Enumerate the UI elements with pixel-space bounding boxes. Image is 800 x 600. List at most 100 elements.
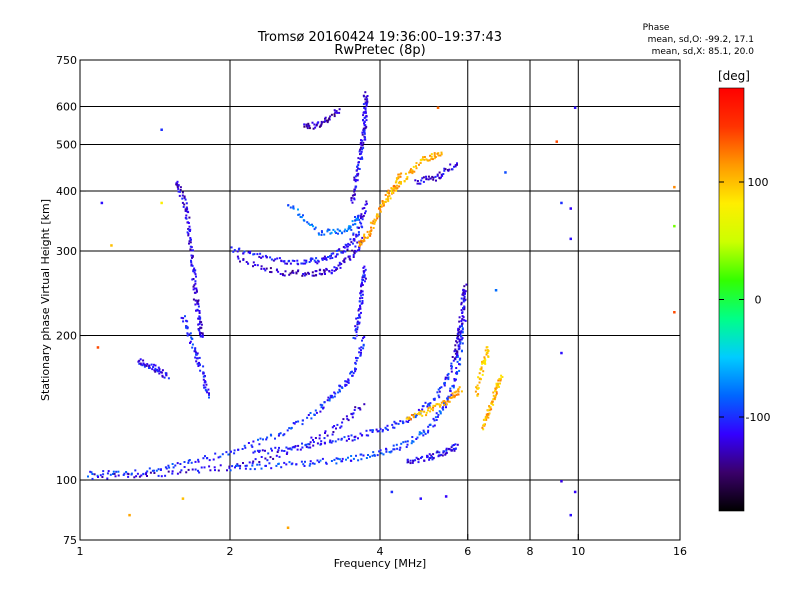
echo-point [251, 464, 254, 467]
echo-point [283, 433, 286, 436]
echo-point [198, 356, 201, 359]
echo-point [451, 396, 454, 399]
echo-point [385, 450, 388, 453]
echo-point [356, 179, 359, 182]
echo-point [130, 473, 133, 476]
echo-point [569, 207, 572, 210]
y-tick-label: 750 [56, 54, 77, 67]
echo-point [239, 260, 241, 263]
echo-point [320, 273, 323, 276]
echo-point [455, 393, 458, 396]
echo-point [197, 323, 200, 326]
echo-point [339, 266, 342, 269]
echo-point [314, 226, 317, 229]
echo-point [447, 378, 450, 381]
echo-point [458, 320, 461, 323]
echo-point [308, 127, 311, 130]
echo-point [318, 434, 321, 437]
echo-point [371, 431, 374, 433]
echo-point [484, 362, 487, 365]
echo-point [136, 472, 139, 475]
echo-point [202, 372, 205, 375]
echo-point [380, 205, 383, 208]
echo-point [492, 394, 495, 397]
echo-point [146, 470, 149, 473]
echo-point [276, 451, 279, 453]
echo-point [192, 278, 195, 280]
echo-point [364, 91, 367, 94]
echo-point [410, 414, 413, 416]
echo-point [239, 467, 241, 470]
echo-point [461, 322, 464, 325]
echo-point [445, 452, 447, 455]
echo-point [153, 469, 155, 472]
echo-point [363, 238, 365, 241]
echo-point [348, 257, 351, 260]
echo-point [378, 430, 381, 433]
echo-point [193, 267, 196, 270]
echo-point [493, 397, 496, 400]
echo-point [385, 198, 388, 201]
echo-point [421, 177, 424, 180]
echo-point [352, 336, 355, 339]
echo-point [230, 246, 233, 249]
echo-point [287, 447, 290, 450]
echo-point [187, 234, 190, 237]
echo-point [167, 470, 170, 473]
echo-point [262, 438, 264, 441]
echo-point [447, 376, 450, 379]
echo-point [193, 271, 196, 274]
echo-point [329, 439, 332, 442]
echo-point [323, 270, 326, 272]
echo-point [113, 472, 116, 475]
echo-point [363, 130, 365, 133]
echo-point [418, 163, 420, 166]
echo-point [443, 169, 446, 172]
echo-point [227, 453, 230, 456]
echo-point [481, 426, 484, 429]
echo-point [353, 188, 356, 191]
echo-point [446, 400, 449, 403]
echo-point [335, 267, 338, 269]
echo-point [272, 457, 275, 460]
echo-point [171, 463, 174, 465]
echo-point [356, 320, 359, 323]
echo-point [463, 285, 466, 288]
echo-point [324, 117, 326, 120]
echo-point [135, 475, 138, 478]
echo-point [316, 459, 319, 462]
echo-point [326, 119, 328, 122]
echo-point [306, 221, 309, 224]
echo-point [423, 459, 426, 462]
echo-point [360, 346, 363, 349]
echo-point [361, 300, 364, 302]
echo-point [219, 464, 222, 467]
echo-point [244, 467, 247, 470]
echo-point [364, 98, 367, 101]
echo-point [433, 424, 436, 427]
echo-point [123, 472, 126, 475]
echo-point [343, 230, 346, 233]
echo-point [492, 391, 495, 394]
echo-point [432, 176, 435, 179]
echo-point [354, 362, 357, 365]
echo-point [333, 395, 336, 398]
echo-point [256, 264, 259, 267]
echo-point [158, 368, 161, 371]
echo-point [285, 446, 288, 449]
echo-point [362, 454, 365, 457]
echo-point [358, 168, 361, 170]
echo-point [405, 446, 408, 448]
echo-point [270, 467, 273, 470]
echo-point [355, 169, 358, 172]
echo-point [283, 260, 286, 263]
echo-point [456, 350, 459, 353]
echo-point [331, 257, 334, 259]
echo-point [355, 317, 358, 320]
echo-point [335, 110, 338, 113]
echo-point [462, 298, 465, 301]
echo-point [412, 416, 415, 419]
echo-point [236, 463, 239, 466]
echo-point [190, 337, 193, 340]
echo-point [357, 161, 360, 164]
